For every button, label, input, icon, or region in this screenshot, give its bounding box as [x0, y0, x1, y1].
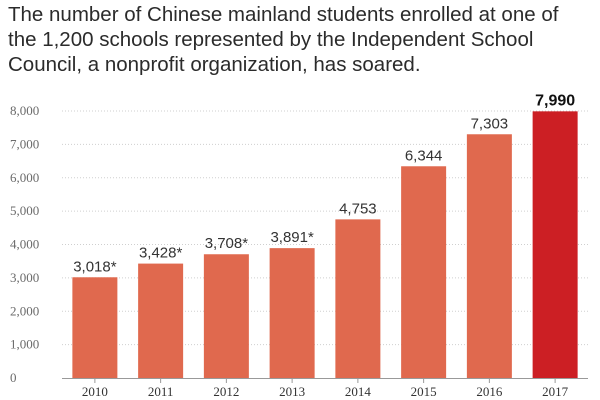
x-tick-label: 2014	[345, 384, 372, 399]
x-tick-label: 2013	[279, 384, 305, 399]
data-label-2012: 3,708*	[205, 235, 249, 252]
y-tick-label: 8,000	[10, 103, 39, 118]
y-tick-label: 4,000	[10, 237, 39, 252]
bar-2015	[401, 166, 447, 378]
bar-2011	[138, 263, 184, 378]
y-axis-ticks: 0 1,000 2,000 3,000 4,000 5,000 6,000 7,000 8,00…	[10, 103, 39, 385]
bar-2013	[269, 248, 315, 378]
y-tick-label: 2,000	[10, 303, 39, 318]
bar-2012	[203, 254, 249, 378]
y-tick-label: 0	[10, 370, 17, 385]
bar-2016	[466, 134, 512, 378]
y-tick-label: 3,000	[10, 270, 39, 285]
data-label-2010: 3,018*	[73, 258, 117, 275]
x-tick-label: 2017	[542, 384, 569, 399]
x-tick-label: 2010	[82, 384, 108, 399]
bar-2010	[72, 277, 118, 378]
x-tick-label: 2011	[148, 384, 174, 399]
y-tick-label: 6,000	[10, 170, 39, 185]
bar-2014	[335, 219, 381, 378]
data-label-2014: 4,753	[339, 200, 377, 217]
chart-title: The number of Chinese mainland students …	[8, 3, 559, 76]
y-tick-label: 1,000	[10, 337, 39, 352]
x-tick-label: 2015	[411, 384, 437, 399]
y-tick-label: 5,000	[10, 203, 39, 218]
x-axis: 2010 2011 2012 2013 2014 2015 2016 2017	[62, 378, 588, 399]
data-labels: 3,018* 3,428* 3,708* 3,891* 4,753 6,344 7,303 7…	[73, 92, 575, 275]
bar-2017	[532, 111, 578, 379]
data-label-2017: 7,990	[535, 92, 575, 109]
data-label-2016: 7,303	[471, 115, 509, 132]
x-tick-label: 2016	[476, 384, 503, 399]
x-tick-label: 2012	[213, 384, 239, 399]
data-label-2013: 3,891*	[270, 229, 314, 246]
y-tick-label: 7,000	[10, 136, 39, 151]
data-label-2011: 3,428*	[139, 245, 183, 262]
data-label-2015: 6,344	[405, 147, 443, 164]
bars	[72, 111, 578, 379]
